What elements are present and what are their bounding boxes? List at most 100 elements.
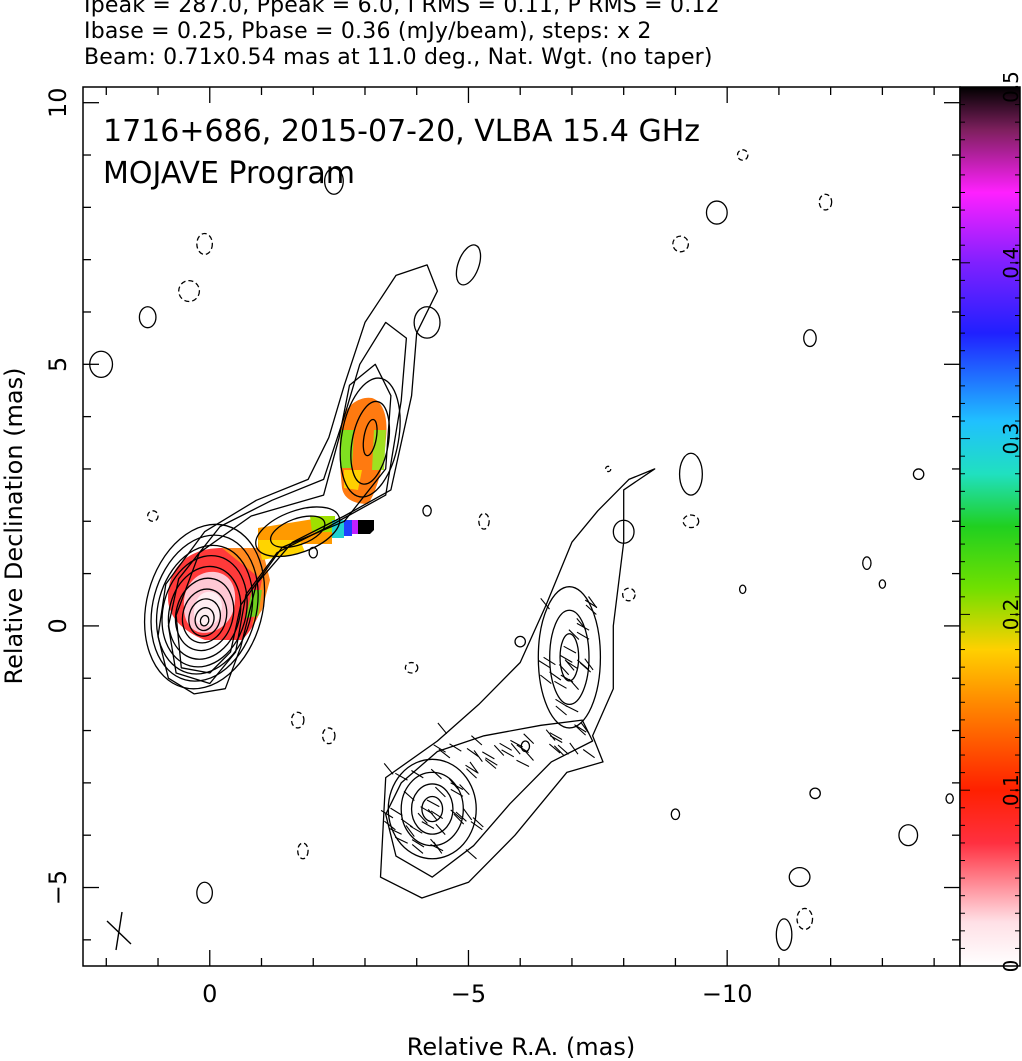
- negative-contour: [736, 149, 749, 161]
- lower-knot-contour: [387, 758, 477, 860]
- jet-third-contour: [175, 363, 392, 674]
- colorbar-tick-label: 0.3: [999, 423, 1022, 455]
- jet-second-contour: [167, 321, 408, 685]
- pol-vector: [582, 749, 595, 759]
- noise-contour: [455, 244, 482, 286]
- colorbar-tick-label: 0.5: [999, 71, 1022, 103]
- pol-upper-knot-yellow: [344, 470, 362, 490]
- negative-contour: [604, 465, 612, 473]
- pol-vector: [493, 744, 505, 756]
- pol-vector: [430, 838, 441, 850]
- pol-vector: [395, 772, 408, 781]
- negative-contour: [622, 587, 636, 602]
- pol-vector: [453, 813, 465, 825]
- noise-contour: [612, 519, 635, 544]
- header-line-base: Ibase = 0.25, Pbase = 0.36 (mJy/beam), s…: [84, 19, 652, 44]
- pol-vector: [471, 735, 483, 746]
- pol-vector: [538, 659, 551, 669]
- y-tick-label: 0: [44, 618, 72, 633]
- pol-vector: [540, 597, 550, 610]
- pol-vector: [555, 705, 567, 716]
- colorbar-tick-label: 0.4: [999, 247, 1022, 279]
- pol-vector: [584, 658, 594, 671]
- negative-contour: [818, 193, 833, 211]
- negative-contour: [682, 514, 700, 529]
- pol-vector: [459, 784, 470, 795]
- pol-vector: [466, 747, 479, 757]
- plot-frame: [82, 86, 961, 967]
- jet-outer-contour: [157, 264, 439, 695]
- pol-vector: [584, 599, 598, 608]
- core-contour: [167, 565, 242, 660]
- pol-upper-knot-green2: [372, 430, 386, 470]
- pol-vector: [558, 664, 570, 676]
- pol-vector: [435, 823, 446, 835]
- x-tick-label: −10: [702, 980, 753, 1008]
- pol-vector: [448, 778, 459, 790]
- pol-vector: [539, 674, 552, 685]
- beam-marker: [106, 911, 132, 951]
- pol-vector: [433, 744, 446, 753]
- pol-vector: [450, 809, 462, 820]
- pol-bridge-cyan: [332, 520, 344, 538]
- pol-vector: [482, 751, 495, 760]
- pol-vector: [499, 742, 512, 751]
- pol-bridge-black: [358, 520, 374, 534]
- pol-vector: [501, 749, 515, 758]
- pol-vector: [553, 745, 565, 757]
- negative-contour: [404, 661, 419, 674]
- noise-contour: [323, 167, 344, 195]
- pol-vector: [565, 660, 579, 670]
- negative-contour: [478, 512, 490, 530]
- pol-vector: [405, 825, 415, 837]
- noise-contour: [912, 468, 925, 481]
- pol-vector: [574, 724, 587, 733]
- pol-vector: [450, 788, 464, 797]
- pol-vector: [554, 680, 567, 689]
- pol-vector: [411, 839, 425, 848]
- pol-vector: [473, 750, 483, 763]
- pol-vector: [523, 749, 534, 761]
- pol-vector: [523, 733, 535, 744]
- noise-contour: [945, 793, 954, 804]
- pol-vector: [438, 748, 451, 759]
- pol-vector: [394, 836, 408, 844]
- noise-contour: [670, 808, 681, 821]
- outer-knot-contour: [549, 609, 590, 706]
- pol-vector: [380, 809, 394, 819]
- pol-vector: [400, 818, 413, 828]
- pol-vector: [576, 631, 590, 640]
- noise-contour: [788, 866, 811, 888]
- core-contour: [155, 544, 254, 675]
- noise-contour: [738, 584, 747, 595]
- y-tick-label: −5: [44, 870, 72, 905]
- pol-vector: [560, 674, 574, 683]
- negative-contour: [796, 907, 814, 931]
- pol-vector: [543, 656, 556, 666]
- core-contour: [161, 554, 248, 668]
- colorbar-ticks: 0 0.1 0.2 0.3 0.4 0.5: [960, 71, 1022, 972]
- pol-vector: [576, 622, 590, 631]
- pol-vector: [580, 721, 590, 734]
- pol-vector: [388, 827, 402, 835]
- pol-vector: [516, 759, 530, 767]
- pol-bridge-blue: [344, 520, 352, 536]
- core-contour: [174, 577, 235, 652]
- pol-vector: [484, 759, 497, 769]
- noise-contour: [705, 200, 728, 225]
- core-contour: [181, 588, 228, 644]
- pol-vector: [430, 768, 442, 780]
- pol-vector: [384, 820, 396, 831]
- pol-vector: [569, 742, 579, 755]
- pol-vector: [557, 744, 569, 755]
- noise-contour: [775, 918, 793, 951]
- inner-knot-contour: [269, 515, 326, 549]
- negative-contour: [297, 842, 309, 860]
- pol-vector: [585, 604, 597, 615]
- noise-contour: [862, 556, 872, 571]
- pol-vector: [579, 662, 592, 673]
- pol-vector: [555, 698, 568, 708]
- noise-contour: [878, 579, 887, 589]
- pol-vector: [449, 743, 462, 752]
- pol-vector: [411, 770, 424, 779]
